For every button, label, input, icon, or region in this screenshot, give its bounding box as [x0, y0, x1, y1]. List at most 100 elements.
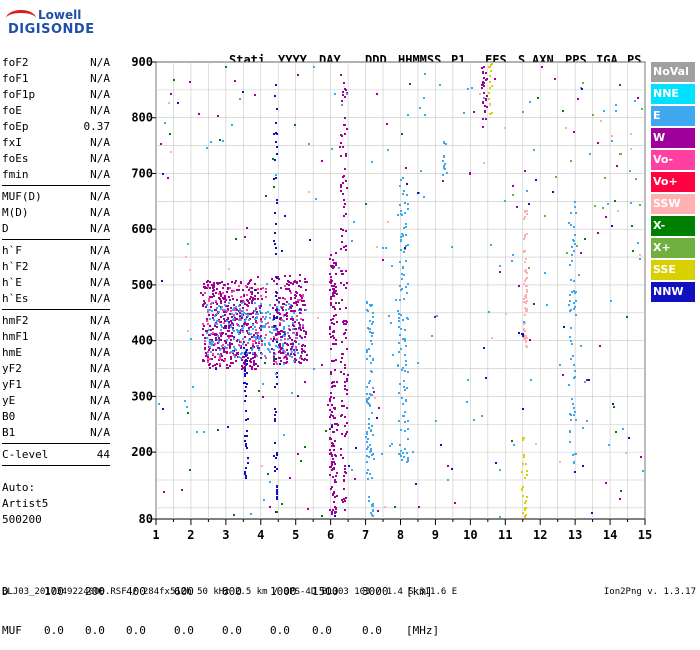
param-value: N/A [90, 276, 110, 289]
echo-point [630, 133, 632, 135]
muf-value: 0.0 [312, 624, 332, 637]
echo-point [246, 435, 248, 437]
echo-point [247, 323, 249, 325]
echo-point [218, 347, 220, 349]
echo-point [406, 194, 408, 196]
echo-point [229, 365, 231, 367]
echo-point [272, 158, 274, 160]
echo-point [243, 347, 245, 349]
echo-point [232, 329, 234, 331]
echo-point [625, 452, 627, 454]
echo-point [294, 297, 296, 299]
echo-point [181, 489, 183, 491]
echo-point [343, 284, 345, 286]
echo-point [269, 506, 271, 508]
echo-point [304, 304, 306, 306]
echo-point [206, 147, 208, 149]
echo-point [404, 430, 406, 432]
echo-point [286, 318, 288, 320]
echo-point [236, 318, 238, 320]
echo-point [290, 292, 292, 294]
echo-point [345, 329, 347, 331]
echo-point [451, 468, 453, 470]
echo-point [255, 368, 257, 370]
echo-point [275, 295, 277, 297]
echo-point [406, 452, 408, 454]
echo-point [281, 503, 283, 505]
echo-point [187, 412, 189, 414]
echo-point [431, 335, 433, 337]
echo-point [523, 238, 525, 240]
echo-point [285, 354, 287, 356]
param-row: h`Es N/A [2, 292, 110, 308]
echo-point [240, 282, 242, 284]
echo-point [223, 322, 225, 324]
echo-point [285, 362, 287, 364]
echo-point [217, 353, 219, 355]
echo-point [372, 434, 374, 436]
echo-point [233, 514, 235, 516]
echo-point [334, 423, 336, 425]
echo-point [301, 358, 303, 360]
param-row: hmF2 N/A [2, 314, 110, 330]
echo-point [239, 310, 241, 312]
echo-point [330, 302, 332, 304]
echo-point [369, 380, 371, 382]
echo-point [367, 446, 369, 448]
echo-point [572, 403, 574, 405]
echo-point [246, 383, 248, 385]
echo-point [340, 184, 342, 186]
echo-point [367, 438, 369, 440]
echo-point [298, 361, 300, 363]
echo-point [228, 323, 230, 325]
echo-point [398, 317, 400, 319]
echo-point [630, 202, 632, 204]
echo-point [274, 418, 276, 420]
echo-point [335, 252, 337, 254]
echo-point [443, 142, 445, 144]
echo-point [231, 124, 233, 126]
echo-point [372, 316, 374, 318]
echo-point [250, 291, 252, 293]
echo-point [491, 337, 493, 339]
echo-point [267, 322, 269, 324]
echo-point [304, 278, 306, 280]
echo-point [297, 301, 299, 303]
echo-point [602, 207, 604, 209]
echo-point [335, 290, 337, 292]
echo-point [245, 443, 247, 445]
echo-point [274, 420, 276, 422]
echo-point [224, 359, 226, 361]
echo-point [276, 452, 278, 454]
echo-point [257, 276, 259, 278]
muf-row: MUF 0.0 0.0 0.0 0.0 0.0 0.0 0.0 0.0 [MHz] [2, 624, 439, 637]
echo-point [267, 473, 269, 475]
echo-point [371, 477, 373, 479]
echo-point [400, 210, 402, 212]
echo-point [571, 254, 573, 256]
echo-point [304, 345, 306, 347]
echo-point [219, 358, 221, 360]
echo-point [233, 304, 235, 306]
echo-point [332, 509, 334, 511]
echo-point [238, 325, 240, 327]
echo-point [269, 351, 271, 353]
echo-point [399, 383, 401, 385]
echo-point [242, 356, 244, 358]
echo-point [244, 473, 246, 475]
echo-point [370, 448, 372, 450]
echo-point [260, 338, 262, 340]
echo-point [235, 349, 237, 351]
echo-point [285, 309, 287, 311]
echo-point [211, 339, 213, 341]
echo-point [345, 89, 347, 91]
echo-point [569, 431, 571, 433]
echo-point [206, 330, 208, 332]
echo-point [299, 327, 301, 329]
echo-point [225, 327, 227, 329]
echo-point [251, 368, 253, 370]
echo-point [573, 226, 575, 228]
echo-point [397, 310, 399, 312]
echo-point [334, 463, 336, 465]
echo-point [284, 342, 286, 344]
